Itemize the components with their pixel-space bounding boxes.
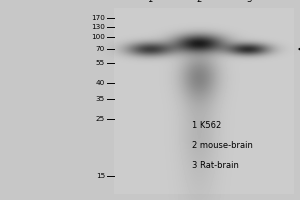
Text: 15: 15 [96, 173, 105, 179]
Text: 1: 1 [147, 0, 153, 4]
Text: 55: 55 [96, 60, 105, 66]
Text: 170: 170 [91, 15, 105, 21]
Text: 35: 35 [96, 96, 105, 102]
Text: 70: 70 [96, 46, 105, 52]
Text: 2 mouse-brain: 2 mouse-brain [192, 142, 253, 150]
Text: 25: 25 [96, 116, 105, 122]
Text: <---: <--- [297, 43, 300, 55]
Text: 100: 100 [91, 34, 105, 40]
Text: 3: 3 [246, 0, 252, 4]
Text: 130: 130 [91, 24, 105, 30]
Text: 40: 40 [96, 80, 105, 86]
Text: 2: 2 [197, 0, 202, 4]
Text: 3 Rat-brain: 3 Rat-brain [192, 162, 239, 170]
Text: 1 K562: 1 K562 [192, 121, 221, 130]
